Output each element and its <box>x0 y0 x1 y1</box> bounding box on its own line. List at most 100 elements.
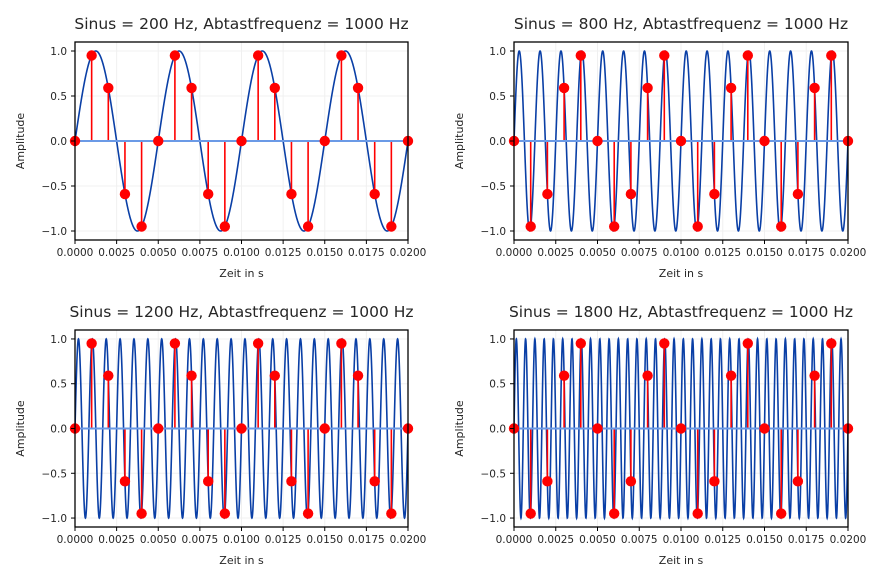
x-tick-label: 0.0175 <box>788 534 825 546</box>
x-axis-label: Zeit in s <box>659 267 704 280</box>
sample-point <box>525 508 536 519</box>
sample-point <box>609 221 620 232</box>
chart-title: Sinus = 800 Hz, Abtastfrequenz = 1000 Hz <box>514 15 848 33</box>
sample-point <box>369 188 380 200</box>
y-axis-label: Amplitude <box>14 113 27 170</box>
x-tick-label: 0.0125 <box>265 247 302 259</box>
sample-point <box>86 338 97 349</box>
sample-point <box>386 221 397 232</box>
y-tick-label: −1.0 <box>481 226 507 238</box>
sample-point <box>186 370 197 381</box>
x-tick-label: 0.0050 <box>140 534 177 546</box>
y-axis-label: Amplitude <box>453 400 466 457</box>
sample-point <box>776 508 787 519</box>
y-tick-label: −1.0 <box>481 513 507 525</box>
sample-point <box>336 338 347 349</box>
sample-point <box>352 82 364 94</box>
x-tick-label: 0.0150 <box>306 247 343 259</box>
x-tick-label: 0.0000 <box>496 247 533 259</box>
y-tick-label: 0.0 <box>489 136 506 148</box>
y-tick-label: 1.0 <box>489 46 506 58</box>
x-tick-label: 0.0075 <box>182 247 219 259</box>
x-tick-label: 0.0000 <box>57 247 94 259</box>
y-tick-label: 0.0 <box>50 424 67 436</box>
sample-point <box>592 423 603 434</box>
sample-point <box>153 423 164 434</box>
x-tick-label: 0.0200 <box>390 534 427 546</box>
sample-point <box>542 188 553 200</box>
sample-point <box>709 476 720 487</box>
y-tick-label: 1.0 <box>50 334 67 346</box>
sample-point <box>525 221 536 232</box>
sample-point <box>203 476 214 487</box>
sample-point <box>742 50 753 61</box>
x-tick-label: 0.0100 <box>663 247 700 259</box>
x-tick-label: 0.0175 <box>788 247 825 259</box>
sample-point <box>642 82 653 94</box>
sample-point <box>558 370 570 381</box>
x-tick-label: 0.0125 <box>704 534 741 546</box>
x-tick-label: 0.0125 <box>265 534 302 546</box>
y-tick-label: 0.0 <box>489 424 506 436</box>
sample-point <box>119 188 131 200</box>
sample-point <box>86 50 97 61</box>
sample-point <box>186 82 197 94</box>
x-tick-label: 0.0075 <box>621 247 658 259</box>
sample-point <box>103 82 114 94</box>
y-tick-label: −0.5 <box>42 181 68 193</box>
sample-point <box>575 50 586 61</box>
sample-point <box>725 370 737 381</box>
x-tick-label: 0.0100 <box>223 247 260 259</box>
y-tick-label: −1.0 <box>42 513 68 525</box>
sample-point <box>252 338 264 349</box>
sample-point <box>236 423 247 434</box>
sample-point <box>675 423 687 434</box>
sample-point <box>319 135 330 147</box>
x-tick-label: 0.0050 <box>579 534 616 546</box>
sample-point <box>625 476 637 487</box>
x-axis-label: Zeit in s <box>219 267 264 280</box>
sample-point <box>219 221 231 232</box>
sample-point <box>659 50 670 61</box>
sample-point <box>826 338 837 349</box>
x-axis-label: Zeit in s <box>659 554 704 567</box>
sample-point <box>792 188 804 200</box>
sample-point <box>169 338 181 349</box>
x-tick-label: 0.0100 <box>223 534 260 546</box>
chart-title: Sinus = 1800 Hz, Abtastfrequenz = 1000 H… <box>509 303 853 321</box>
sample-point <box>709 188 720 200</box>
sample-point <box>759 423 770 434</box>
sample-point <box>319 423 330 434</box>
y-tick-label: 0.5 <box>489 91 506 103</box>
sample-point <box>169 50 181 61</box>
y-tick-label: −1.0 <box>42 226 68 238</box>
x-tick-label: 0.0025 <box>537 534 574 546</box>
y-tick-label: 0.5 <box>489 379 506 391</box>
sample-point <box>558 82 570 94</box>
sample-point <box>692 221 703 232</box>
x-tick-label: 0.0200 <box>830 247 867 259</box>
y-tick-label: −0.5 <box>481 181 507 193</box>
sample-point <box>219 508 231 519</box>
y-tick-label: 0.5 <box>50 91 67 103</box>
sample-point <box>809 82 820 94</box>
sample-point <box>792 476 804 487</box>
chart-title: Sinus = 1200 Hz, Abtastfrequenz = 1000 H… <box>69 303 413 321</box>
sample-point <box>386 508 397 519</box>
sample-point <box>119 476 131 487</box>
x-tick-label: 0.0075 <box>621 534 658 546</box>
sample-point <box>809 370 820 381</box>
sample-point <box>826 50 837 61</box>
sample-point <box>692 508 703 519</box>
sample-point <box>776 221 787 232</box>
sample-point <box>153 135 164 147</box>
x-tick-label: 0.0175 <box>348 247 385 259</box>
sample-point <box>575 338 586 349</box>
sample-point <box>203 188 214 200</box>
x-axis-label: Zeit in s <box>219 554 264 567</box>
sample-point <box>542 476 553 487</box>
sample-point <box>725 82 737 94</box>
subplot-1: 0.0000 0.0025 0.0050 0.0075 0.0100 0.0125 0.01… <box>14 15 426 280</box>
x-tick-label: 0.0025 <box>537 247 574 259</box>
